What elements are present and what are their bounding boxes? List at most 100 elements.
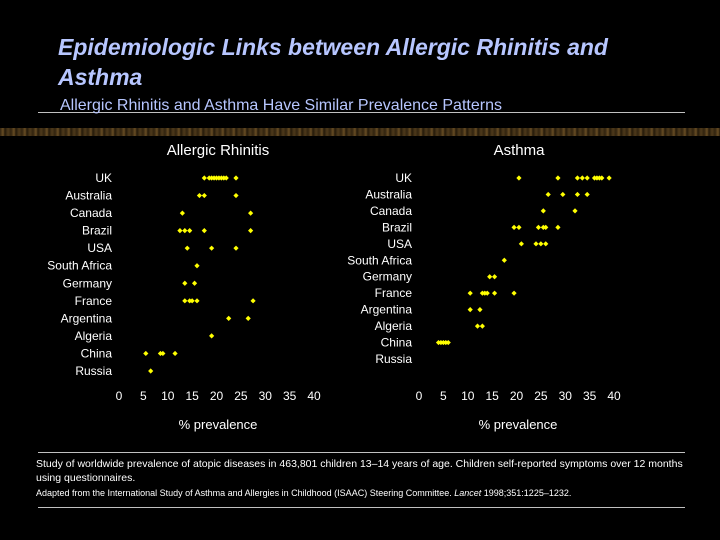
data-point [226, 315, 232, 321]
title-underline [38, 112, 685, 113]
x-tick-label: 30 [559, 389, 573, 403]
data-point [196, 192, 203, 199]
data-point [194, 263, 200, 269]
x-tick-label: 5 [440, 389, 447, 403]
data-point [555, 175, 561, 181]
footnote-text: Study of worldwide prevalence of atopic … [36, 458, 683, 484]
slide-subtitle: Allergic Rhinitis and Asthma Have Simila… [60, 97, 502, 114]
x-tick-label: 10 [461, 389, 475, 403]
bottom-rule [38, 507, 685, 508]
data-point [518, 241, 524, 247]
data-point [501, 257, 507, 263]
data-point [182, 228, 188, 234]
data-point [606, 175, 612, 181]
data-point [233, 245, 239, 251]
data-point [584, 191, 590, 198]
data-point [209, 245, 215, 251]
category-label: South Africa [47, 259, 112, 273]
data-point [479, 323, 485, 329]
chart-panel-2: Asthma UK Australia Canada Brazil USA South Af… [347, 142, 621, 432]
data-point [516, 224, 522, 230]
category-label: UK [95, 171, 112, 185]
x-tick-label: 30 [259, 389, 273, 403]
source-citation: Adapted from the International Study of … [36, 487, 571, 499]
data-point [201, 192, 207, 199]
decorative-band [0, 128, 720, 136]
data-point [201, 175, 207, 181]
category-label: China [81, 346, 113, 360]
category-label: Russia [75, 364, 112, 378]
x-tick-label: 10 [161, 389, 175, 403]
data-point [248, 228, 254, 234]
data-point [545, 191, 551, 198]
data-point [599, 175, 605, 181]
category-label: Brazil [82, 224, 112, 238]
data-point [148, 368, 154, 374]
x-tick-label: 20 [210, 389, 224, 403]
data-point [189, 298, 195, 304]
data-point [179, 210, 185, 216]
category-label: Canada [70, 206, 112, 220]
data-point [223, 175, 229, 181]
data-point [467, 290, 473, 296]
category-label: Argentina [361, 303, 413, 317]
data-point [574, 191, 581, 198]
data-point [533, 241, 539, 247]
category-label: Argentina [61, 311, 113, 325]
data-point [535, 224, 542, 230]
category-label: Australia [365, 187, 412, 201]
chart-title: Allergic Rhinitis [167, 142, 270, 159]
footnote-rule [38, 452, 685, 453]
data-point [491, 290, 498, 296]
category-label: Brazil [382, 220, 412, 234]
data-point [182, 298, 188, 304]
data-point [574, 175, 581, 181]
x-axis-label: % prevalence [479, 417, 558, 432]
data-point [538, 241, 544, 247]
source-journal: Lancet [454, 488, 482, 498]
x-tick-label: 20 [510, 389, 524, 403]
category-label: Germany [363, 270, 412, 284]
category-label: South Africa [347, 253, 412, 267]
category-label: UK [395, 171, 412, 185]
data-point [187, 228, 193, 234]
data-point [579, 175, 585, 181]
data-point [250, 298, 256, 304]
source-ref: 1998;351:1225–1232. [481, 488, 572, 498]
x-tick-label: 25 [534, 389, 548, 403]
chart-title: Asthma [494, 142, 546, 159]
data-point [511, 290, 517, 296]
data-point [445, 339, 451, 346]
x-tick-label: 5 [140, 389, 147, 403]
x-tick-label: 0 [416, 389, 423, 403]
data-point [484, 290, 490, 296]
x-tick-label: 15 [185, 389, 199, 403]
data-point [245, 315, 251, 321]
chart-panel-1: Allergic Rhinitis UK Australia Canada Brazil… [47, 142, 321, 432]
category-label: France [75, 294, 113, 308]
data-point [543, 241, 549, 247]
data-point [160, 350, 166, 357]
category-label: USA [87, 241, 112, 255]
x-tick-label: 35 [283, 389, 297, 403]
x-tick-label: 0 [116, 389, 123, 403]
data-point [516, 175, 522, 181]
data-point [177, 228, 183, 234]
x-tick-label: 40 [307, 389, 321, 403]
x-tick-label: 25 [234, 389, 248, 403]
data-point [572, 208, 578, 214]
category-label: France [375, 286, 413, 300]
data-point [477, 307, 483, 313]
data-point [491, 274, 498, 280]
category-label: USA [387, 237, 412, 251]
category-label: Germany [63, 276, 112, 290]
data-point [474, 323, 481, 329]
x-tick-label: 35 [583, 389, 597, 403]
data-point [182, 280, 188, 286]
data-point [511, 224, 517, 230]
x-axis-label: % prevalence [179, 417, 258, 432]
x-tick-label: 15 [485, 389, 499, 403]
data-point [233, 192, 239, 199]
data-point [194, 298, 200, 304]
